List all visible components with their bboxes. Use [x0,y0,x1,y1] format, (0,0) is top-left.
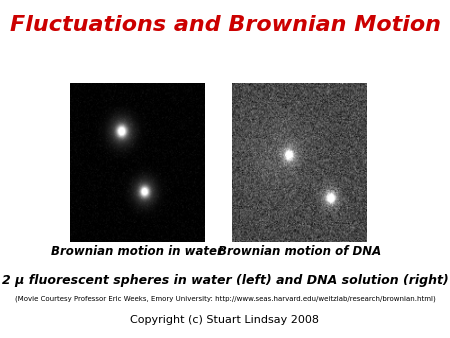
Text: 2 μ fluorescent spheres in water (left) and DNA solution (right): 2 μ fluorescent spheres in water (left) … [2,274,448,287]
Text: Fluctuations and Brownian Motion: Fluctuations and Brownian Motion [9,15,441,35]
Text: Copyright (c) Stuart Lindsay 2008: Copyright (c) Stuart Lindsay 2008 [130,315,320,325]
Text: (Movie Courtesy Professor Eric Weeks, Emory University: http://www.seas.harvard.: (Movie Courtesy Professor Eric Weeks, Em… [14,296,436,302]
Text: Brownian motion of DNA: Brownian motion of DNA [218,245,381,258]
Text: Brownian motion in water: Brownian motion in water [51,245,223,258]
